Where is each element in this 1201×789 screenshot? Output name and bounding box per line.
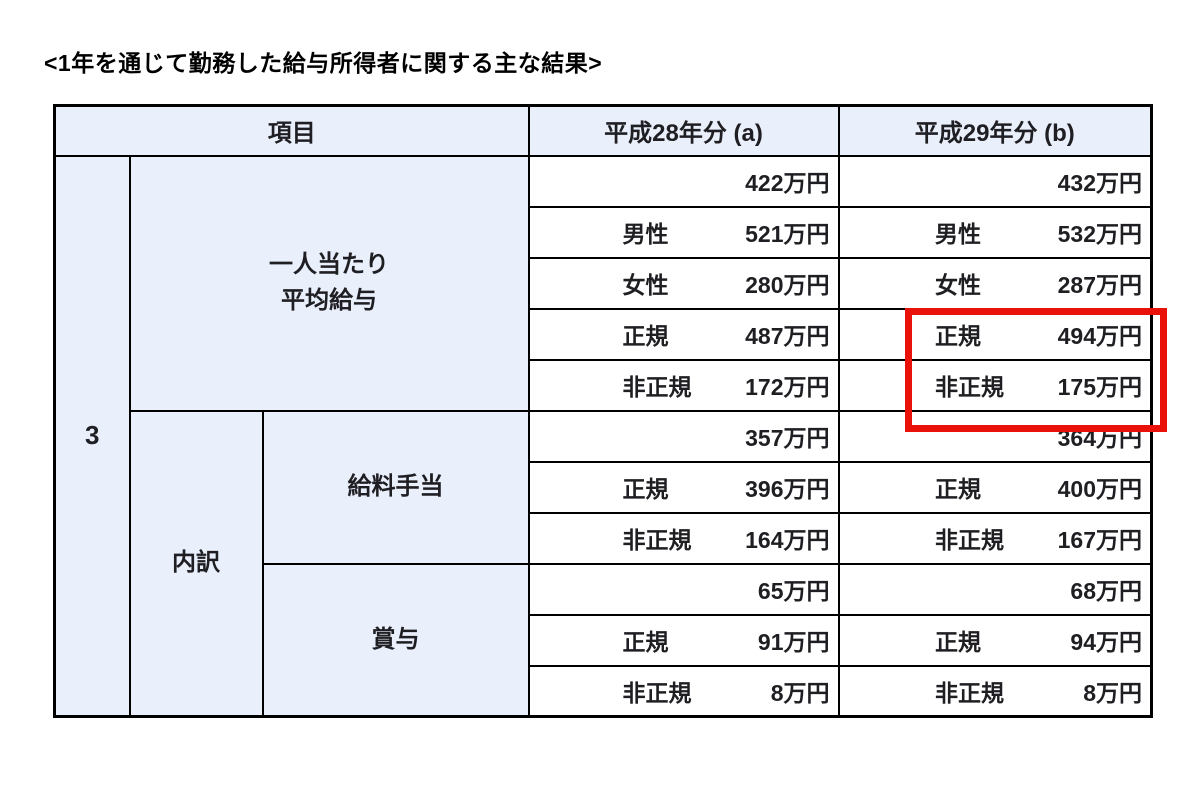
header-row: 項目 平成28年分 (a) 平成29年分 (b) [53, 104, 1153, 157]
table-row: 女性 280万円 女性 287万円 [55, 256, 1153, 310]
table-row: 非正規 172万円 非正規 175万円 [55, 358, 1153, 412]
value-a: 172万円 [745, 374, 830, 400]
row-label: 男性 [935, 221, 982, 247]
table-row: 非正規 8万円 非正規 8万円 [55, 664, 1153, 718]
value-cell-b: 非正規 8万円 [837, 664, 1153, 718]
value-b: 94万円 [1070, 629, 1143, 655]
value-a: 487万円 [745, 323, 830, 349]
value-a: 65万円 [757, 578, 830, 604]
row-label: 非正規 [935, 374, 1005, 400]
column-header-year-b: 平成29年分 (b) [837, 104, 1153, 157]
value-a: 396万円 [745, 476, 830, 502]
column-header-item: 項目 [53, 104, 530, 157]
value-a: 521万円 [745, 221, 830, 247]
value-cell-a: 422万円 [527, 154, 840, 208]
table-row: 非正規 164万円 非正規 167万円 [55, 511, 1153, 565]
value-b: 167万円 [1057, 527, 1143, 553]
value-cell-a: 非正規 172万円 [527, 358, 840, 412]
value-cell-a: 男性 521万円 [527, 205, 840, 259]
value-cell-a: 正規 487万円 [527, 307, 840, 361]
value-cell-a: 非正規 164万円 [527, 511, 840, 565]
value-b: 432万円 [1057, 170, 1143, 196]
row-label: 非正規 [935, 679, 1005, 706]
value-a: 164万円 [745, 527, 830, 553]
row-number-cell: 3 [53, 154, 131, 718]
row-label: 非正規 [622, 374, 692, 400]
value-a: 280万円 [745, 272, 830, 298]
value-cell-b-highlighted: 正規 494万円 [837, 307, 1153, 361]
value-cell-b: 正規 94万円 [837, 613, 1153, 667]
value-a: 357万円 [745, 425, 830, 451]
value-cell-b: 男性 532万円 [837, 205, 1153, 259]
value-b: 400万円 [1057, 476, 1143, 502]
column-header-year-a: 平成28年分 (a) [527, 104, 840, 157]
value-cell-a: 65万円 [527, 562, 840, 616]
value-cell-a: 非正規 8万円 [527, 664, 840, 718]
table-row: 正規 487万円 正規 494万円 [55, 307, 1153, 361]
row-label: 女性 [622, 272, 669, 298]
table-row: 男性 521万円 男性 532万円 [55, 205, 1153, 259]
value-cell-a: 正規 396万円 [527, 460, 840, 514]
page-title: <1年を通じて勤務した給与所得者に関する主な結果> [44, 50, 603, 76]
row-label: 女性 [935, 272, 982, 298]
stub-salary-allowance: 給料手当 [261, 409, 530, 565]
value-a: 422万円 [745, 170, 830, 196]
row-label: 正規 [935, 323, 982, 349]
row-label: 非正規 [622, 679, 692, 706]
row-label: 正規 [622, 323, 669, 349]
value-cell-b: 68万円 [837, 562, 1153, 616]
value-b: 8万円 [1083, 679, 1143, 706]
value-b: 175万円 [1057, 374, 1143, 400]
row-label: 非正規 [935, 527, 1005, 553]
stub-avg-salary-line1: 一人当たり [269, 251, 389, 278]
table-row: 賞与 65万円 68万円 [55, 562, 1153, 718]
table-row: 3 一人当たり 平均給与 422万円 432万円 [53, 154, 1153, 718]
value-cell-a: 女性 280万円 [527, 256, 840, 310]
row-label: 正規 [622, 476, 669, 502]
table-row: 内訳 給料手当 357万円 364万円 [55, 409, 1153, 718]
value-cell-a: 正規 91万円 [527, 613, 840, 667]
table-row: 正規 91万円 正規 94万円 [55, 613, 1153, 667]
value-a: 91万円 [757, 629, 830, 655]
value-cell-b: 非正規 167万円 [837, 511, 1153, 565]
row-label: 正規 [935, 629, 982, 655]
row-label: 男性 [622, 221, 669, 247]
row-label: 非正規 [622, 527, 692, 553]
value-cell-b-highlighted: 非正規 175万円 [837, 358, 1153, 412]
value-b: 532万円 [1057, 221, 1143, 247]
salary-results-table: 項目 平成28年分 (a) 平成29年分 (b) 3 一人当たり 平均給与 42… [53, 104, 1154, 718]
value-b: 68万円 [1070, 578, 1143, 604]
stub-breakdown: 内訳 [128, 409, 264, 718]
value-cell-b: 正規 400万円 [837, 460, 1153, 514]
row-label: 正規 [935, 476, 982, 502]
value-cell-b: 364万円 [837, 409, 1153, 463]
stub-avg-salary-line2: 平均給与 [281, 287, 377, 314]
value-b: 287万円 [1057, 272, 1143, 298]
table-row: 正規 396万円 正規 400万円 [55, 460, 1153, 514]
value-cell-a: 357万円 [527, 409, 840, 463]
value-cell-b: 432万円 [837, 154, 1153, 208]
stub-avg-salary: 一人当たり 平均給与 [128, 154, 530, 412]
value-b: 494万円 [1057, 323, 1143, 349]
value-b: 364万円 [1057, 425, 1143, 451]
value-cell-b: 女性 287万円 [837, 256, 1153, 310]
value-a: 8万円 [770, 679, 830, 706]
row-label: 正規 [622, 629, 669, 655]
stub-bonus: 賞与 [261, 562, 530, 718]
